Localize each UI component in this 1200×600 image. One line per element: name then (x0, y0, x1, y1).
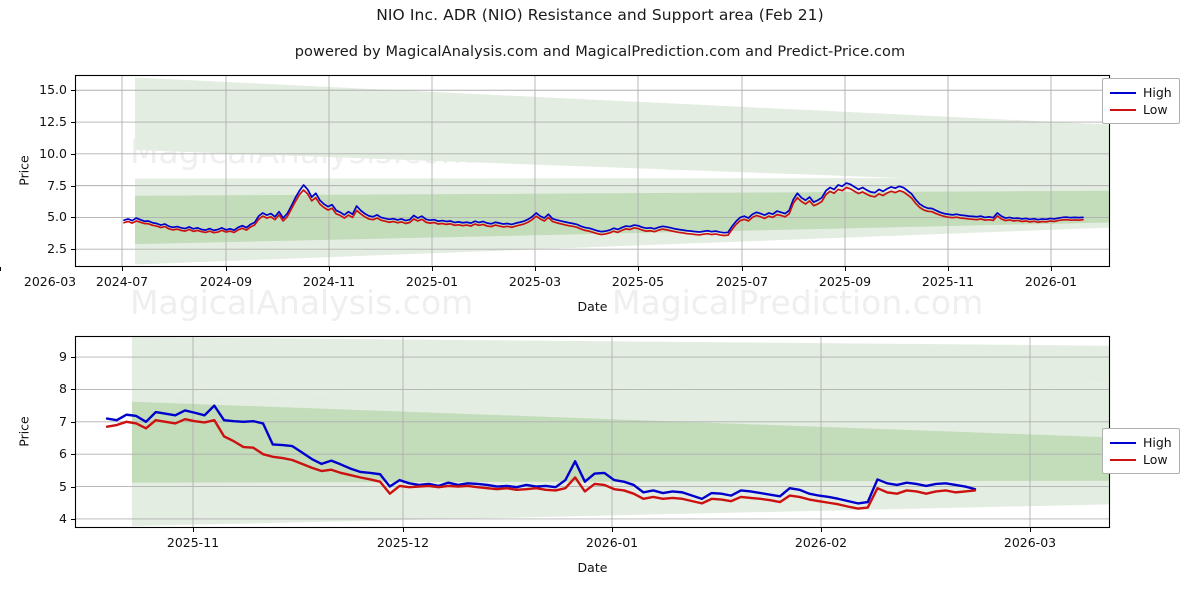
y-tick-mark (71, 249, 75, 251)
y-tick-label: 5 (59, 478, 67, 494)
x-tick-mark (821, 528, 822, 532)
x-tick-label: 2025-01 (405, 274, 459, 289)
legend-item-high[interactable]: High (1110, 434, 1172, 451)
legend-swatch-low (1110, 108, 1136, 111)
legend-label: High (1143, 435, 1172, 450)
y-tick-mark (71, 389, 75, 391)
legend-swatch-high (1110, 91, 1136, 94)
y-tick-label: 12.5 (39, 114, 67, 130)
page-subtitle: powered by MagicalAnalysis.com and Magic… (294, 44, 906, 60)
x-tick-mark (535, 267, 536, 271)
bottom-chart-panel (74, 335, 1111, 529)
x-tick-mark (226, 267, 227, 271)
y-tick-label: 8 (59, 381, 67, 397)
top-chart-legend: High Low (1102, 78, 1180, 124)
y-tick-mark (71, 185, 75, 187)
y-tick-mark (71, 486, 75, 488)
legend-item-low[interactable]: Low (1110, 451, 1172, 468)
band-resistance-outer (131, 336, 1111, 395)
x-tick-mark (1051, 267, 1052, 271)
legend-item-low[interactable]: Low (1110, 101, 1172, 118)
band-group (131, 336, 1111, 527)
legend-label: Low (1143, 452, 1168, 467)
x-tick-mark (0, 267, 1, 271)
top-chart-x-axis-label: Date (577, 299, 608, 314)
legend-label: High (1143, 85, 1172, 100)
band-resistance-outer-upper (135, 77, 1110, 186)
top-chart-panel (74, 74, 1111, 268)
x-tick-mark (329, 267, 330, 271)
top-chart-plot (74, 74, 1111, 268)
x-tick-label: 2025-11 (166, 535, 220, 550)
legend-swatch-low (1110, 458, 1136, 461)
y-tick-mark (71, 153, 75, 155)
x-tick-mark (1030, 528, 1031, 532)
x-tick-mark (193, 528, 194, 532)
y-tick-label: 9 (59, 349, 67, 365)
x-tick-label: 2024-07 (95, 274, 149, 289)
x-tick-label: 2025-11 (921, 274, 975, 289)
y-tick-label: 5.0 (47, 209, 67, 225)
x-tick-label: 2024-09 (199, 274, 253, 289)
y-tick-label: 7.5 (47, 177, 67, 193)
x-tick-label: 2026-02 (794, 535, 848, 550)
x-tick-mark (432, 267, 433, 271)
x-tick-mark (612, 528, 613, 532)
x-tick-label: 2026-01 (1024, 274, 1078, 289)
y-tick-mark (71, 421, 75, 423)
y-tick-label: 7 (59, 413, 67, 429)
x-tick-mark (845, 267, 846, 271)
series-line-high (123, 182, 1084, 234)
legend-label: Low (1143, 102, 1168, 117)
y-tick-mark (71, 90, 75, 92)
x-tick-label: 2025-03 (508, 274, 562, 289)
x-tick-label: 2025-12 (376, 535, 430, 550)
y-tick-label: 2.5 (47, 241, 67, 257)
x-tick-label: 2026-01 (585, 535, 639, 550)
y-tick-label: 6 (59, 446, 67, 462)
series-line-low (105, 418, 977, 510)
x-tick-mark (948, 267, 949, 271)
y-tick-mark (71, 357, 75, 359)
band-group (135, 77, 1110, 265)
bottom-chart-x-axis-label: Date (577, 560, 608, 575)
y-tick-label: 4 (59, 510, 67, 526)
x-tick-label: 2026-03 (23, 274, 77, 289)
series-line-low (123, 186, 1084, 237)
x-tick-mark (403, 528, 404, 532)
series-group (105, 404, 977, 510)
y-tick-mark (71, 454, 75, 456)
y-tick-label: 15.0 (39, 82, 67, 98)
x-tick-label: 2024-11 (302, 274, 356, 289)
y-tick-mark (71, 518, 75, 520)
x-tick-label: 2025-09 (818, 274, 872, 289)
x-tick-mark (122, 267, 123, 271)
x-tick-label: 2025-05 (611, 274, 665, 289)
x-tick-mark (742, 267, 743, 271)
x-tick-label: 2026-03 (1003, 535, 1057, 550)
y-tick-mark (71, 217, 75, 219)
bottom-chart-y-axis-label: Price (16, 416, 32, 447)
plot-frame (74, 74, 1111, 268)
bottom-chart-plot (74, 335, 1111, 529)
x-tick-mark (638, 267, 639, 271)
x-tick-label: 2025-07 (715, 274, 769, 289)
series-line-high (105, 404, 977, 505)
y-tick-label: 10.0 (39, 145, 67, 161)
legend-item-high[interactable]: High (1110, 84, 1172, 101)
page-title: NIO Inc. ADR (NIO) Resistance and Suppor… (376, 6, 824, 24)
top-chart-y-axis-label: Price (16, 155, 32, 186)
y-tick-mark (71, 122, 75, 124)
legend-swatch-high (1110, 441, 1136, 444)
gridlines (75, 75, 1110, 267)
series-group (123, 182, 1084, 237)
bottom-chart-legend: High Low (1102, 428, 1180, 474)
